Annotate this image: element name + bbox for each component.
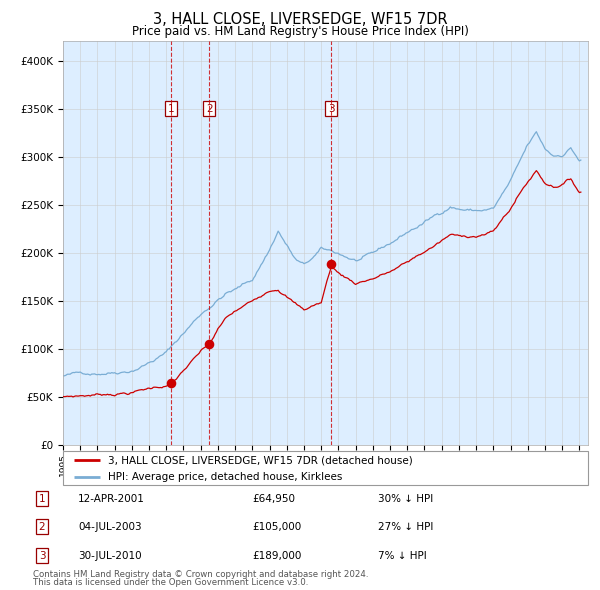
Point	[326, 259, 336, 268]
Text: 1: 1	[168, 104, 175, 114]
Text: 3, HALL CLOSE, LIVERSEDGE, WF15 7DR: 3, HALL CLOSE, LIVERSEDGE, WF15 7DR	[152, 12, 448, 27]
Text: 12-APR-2001: 12-APR-2001	[78, 494, 145, 503]
Point	[166, 378, 176, 388]
Text: 27% ↓ HPI: 27% ↓ HPI	[378, 522, 433, 532]
Text: 04-JUL-2003: 04-JUL-2003	[78, 522, 142, 532]
FancyBboxPatch shape	[63, 451, 588, 485]
Text: £189,000: £189,000	[252, 551, 301, 560]
Text: 2: 2	[38, 522, 46, 532]
Text: This data is licensed under the Open Government Licence v3.0.: This data is licensed under the Open Gov…	[33, 578, 308, 587]
Text: £64,950: £64,950	[252, 494, 295, 503]
Text: 2: 2	[206, 104, 212, 114]
Point	[205, 340, 214, 349]
Text: 3: 3	[38, 551, 46, 560]
Text: 30-JUL-2010: 30-JUL-2010	[78, 551, 142, 560]
Text: 3: 3	[328, 104, 334, 114]
Text: Price paid vs. HM Land Registry's House Price Index (HPI): Price paid vs. HM Land Registry's House …	[131, 25, 469, 38]
Text: 7% ↓ HPI: 7% ↓ HPI	[378, 551, 427, 560]
Text: Contains HM Land Registry data © Crown copyright and database right 2024.: Contains HM Land Registry data © Crown c…	[33, 571, 368, 579]
Text: HPI: Average price, detached house, Kirklees: HPI: Average price, detached house, Kirk…	[107, 473, 342, 483]
Text: 3, HALL CLOSE, LIVERSEDGE, WF15 7DR (detached house): 3, HALL CLOSE, LIVERSEDGE, WF15 7DR (det…	[107, 455, 412, 466]
Text: 1: 1	[38, 494, 46, 503]
Text: £105,000: £105,000	[252, 522, 301, 532]
Text: 30% ↓ HPI: 30% ↓ HPI	[378, 494, 433, 503]
